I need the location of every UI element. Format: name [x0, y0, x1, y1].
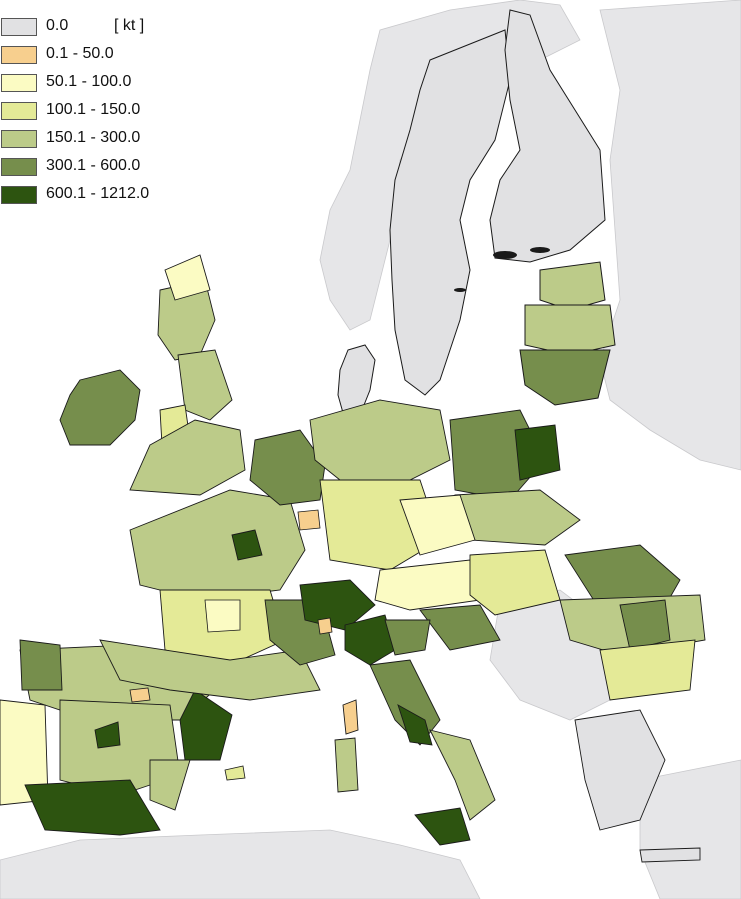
legend-swatch: [1, 102, 37, 120]
greece-region: [574, 709, 666, 831]
legend-swatch: [1, 158, 37, 176]
sicily-region: [414, 807, 471, 846]
lithuania-region: [519, 349, 611, 406]
legend-row: 150.1 - 300.0: [0, 128, 180, 156]
italy-north-region: [344, 614, 396, 666]
baltic-regions: [519, 261, 616, 406]
italy-south-region: [429, 729, 496, 821]
turkey-land: [639, 759, 741, 899]
legend: 0.0 [ kt ] 0.1 - 50.0 50.1 - 100.0 100.1…: [0, 16, 180, 212]
british-isles: [59, 254, 246, 496]
france-south-region: [99, 639, 321, 701]
france-light-region: [204, 599, 241, 633]
balearic-region: [224, 765, 246, 781]
legend-row: 100.1 - 150.0: [0, 100, 180, 128]
lake-mark-2: [530, 247, 550, 253]
bulgaria-region: [599, 639, 696, 701]
legend-unit: [ kt ]: [114, 17, 145, 34]
france-paris-region: [231, 529, 263, 561]
benelux-light-region: [297, 509, 321, 531]
legend-row: 0.0 [ kt ]: [0, 16, 180, 44]
madrid-region: [94, 721, 121, 749]
latvia-region: [524, 304, 616, 356]
poland-east-region: [514, 424, 561, 481]
sardinia-region: [334, 737, 359, 793]
austria-region: [374, 559, 481, 611]
nordic-regions: [337, 9, 606, 421]
spain-northwest-region: [19, 639, 63, 691]
legend-swatch: [1, 186, 37, 204]
nordic-lakes: [454, 247, 550, 292]
lake-mark-3: [454, 288, 466, 292]
legend-swatch: [1, 46, 37, 64]
madrid-small-region: [129, 687, 151, 703]
england-north-region: [177, 349, 233, 421]
legend-swatch: [1, 74, 37, 92]
legend-label: 0.1 - 50.0: [46, 45, 114, 62]
germany-north-region: [309, 399, 451, 481]
slovenia-croatia-region: [419, 604, 501, 651]
czech-region: [399, 494, 476, 556]
small-regions: [129, 509, 333, 781]
legend-label: 100.1 - 150.0: [46, 101, 141, 118]
legend-swatch: [1, 130, 37, 148]
legend-row: 0.1 - 50.0: [0, 44, 180, 72]
hungary-region: [469, 549, 561, 616]
catalonia-region: [179, 689, 233, 761]
central-europe-regions: [299, 399, 581, 651]
alps-light-region: [317, 617, 333, 635]
southeast-europe-regions: [559, 544, 706, 863]
england-south-region: [129, 419, 246, 496]
estonia-region: [539, 261, 606, 311]
legend-row: 600.1 - 1212.0: [0, 184, 180, 212]
italy-lazio-region: [397, 704, 433, 746]
scotland-north-region: [164, 254, 211, 301]
spain-east-region: [149, 759, 191, 811]
legend-label: 600.1 - 1212.0: [46, 185, 150, 202]
russia-east-land: [599, 0, 741, 471]
legend-label: 150.1 - 300.0: [46, 129, 141, 146]
north-africa-land: [0, 829, 481, 899]
finland-region: [489, 9, 606, 263]
benelux-region: [249, 429, 326, 506]
andalusia-region: [24, 779, 161, 836]
legend-label: 0.0: [46, 17, 69, 34]
ireland-region: [59, 369, 141, 446]
france-north-region: [129, 489, 306, 601]
legend-label: 300.1 - 600.0: [46, 157, 141, 174]
switzerland-region: [299, 579, 376, 631]
legend-row: 300.1 - 600.0: [0, 156, 180, 184]
romania-center-region: [619, 599, 671, 651]
italy-northeast-region: [384, 619, 431, 656]
legend-label: 50.1 - 100.0: [46, 73, 132, 90]
crete-region: [639, 847, 701, 863]
legend-row: 50.1 - 100.0: [0, 72, 180, 100]
lake-mark-1: [493, 251, 517, 259]
legend-swatch: [1, 18, 37, 36]
italy-regions: [334, 614, 496, 846]
corsica-region: [342, 699, 359, 735]
